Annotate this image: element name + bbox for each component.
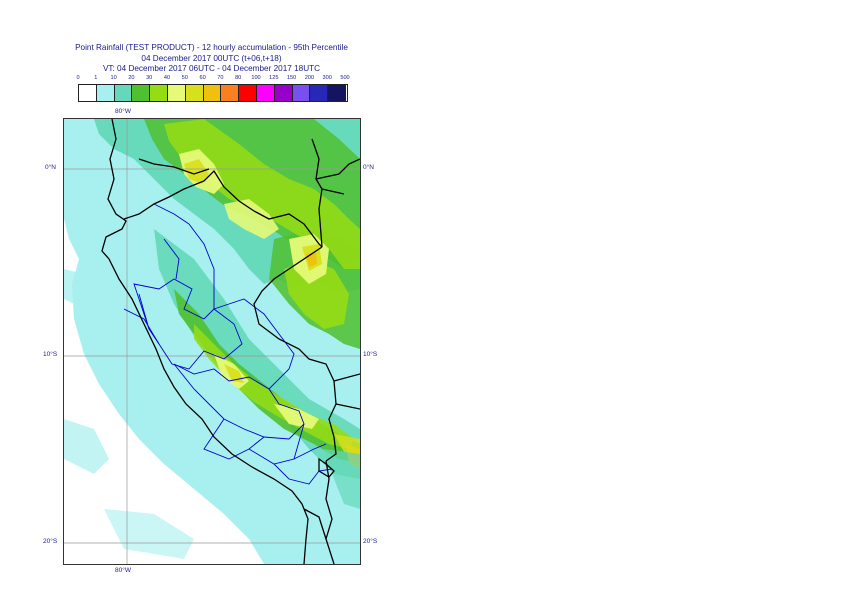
region-border-south [203, 418, 305, 465]
legend-swatch [185, 85, 204, 101]
legend-swatch [256, 85, 275, 101]
rainfall-map [63, 118, 361, 565]
region-border-andes [153, 203, 215, 309]
land-yellow-andes-2 [274, 404, 319, 429]
coastline [101, 119, 309, 564]
legend-label-150: 150 [286, 75, 297, 81]
land-lime-east [284, 259, 349, 329]
border-colombia-brazil [311, 138, 323, 248]
legend-swatch [203, 85, 222, 101]
lon-label-top: 80°W [115, 108, 131, 115]
legend-labels: 0 1 10 20 30 40 50 60 70 80 100 125 150 200 300 500 [76, 75, 350, 83]
region-border-central [173, 363, 305, 440]
lon-label-bottom: 80°W [115, 567, 131, 574]
border-colombia-ecuador [138, 158, 210, 175]
region-border-north [133, 278, 243, 370]
legend-label-50: 50 [181, 75, 188, 81]
region-border-east [213, 298, 295, 390]
title-line-product: Point Rainfall (TEST PRODUCT) - 12 hourl… [75, 43, 348, 52]
legend-label-30: 30 [146, 75, 153, 81]
political-borders [123, 203, 333, 485]
legend-swatch [150, 85, 168, 101]
coastline-and-national-borders [101, 119, 360, 564]
border-peru-brazil [253, 246, 337, 462]
legend-label-60: 60 [199, 75, 206, 81]
graticule [64, 119, 360, 564]
legend-label-20: 20 [128, 75, 135, 81]
legend-swatch [292, 85, 311, 101]
region-border-coast [123, 293, 160, 345]
border-bolivia-brazil [333, 373, 360, 410]
border-brazil-north [315, 158, 360, 195]
color-legend: 0 1 10 20 30 40 50 60 70 80 100 125 150 200 300 500 [76, 75, 350, 102]
lat-label-0n-right: 0°N [363, 164, 374, 171]
lat-label-20s-right: 20°S [363, 538, 378, 545]
legend-label-100: 100 [251, 75, 261, 81]
legend-label-10: 10 [110, 75, 117, 81]
legend-swatches [78, 84, 348, 102]
legend-swatch [239, 85, 257, 101]
legend-swatch [274, 85, 293, 101]
legend-swatch [328, 85, 346, 101]
legend-swatch [167, 85, 186, 101]
map-title: Point Rainfall (TEST PRODUCT) - 12 hourl… [0, 43, 423, 75]
legend-swatch [310, 85, 329, 101]
lake-titicaca [318, 457, 335, 478]
land-mid-south [324, 449, 360, 509]
land-lime-north [164, 119, 360, 269]
ocean-speckle-1 [64, 269, 89, 304]
legend-label-70: 70 [217, 75, 224, 81]
legend-label-80: 80 [235, 75, 242, 81]
legend-swatch [114, 85, 133, 101]
legend-label-200: 200 [304, 75, 315, 81]
legend-swatch [79, 85, 97, 101]
ocean-speckle-2 [64, 419, 109, 474]
lat-label-0n-left: 0°N [45, 164, 56, 171]
ocean-light-band [64, 119, 308, 564]
title-line-run: 04 December 2017 00UTC (t+06,t+18) [141, 53, 282, 63]
legend-label-1: 1 [94, 75, 98, 81]
legend-swatch [96, 85, 115, 101]
land-yellow-2 [224, 199, 279, 239]
rainfall-map-svg [64, 119, 360, 564]
region-border-south-2 [273, 443, 333, 485]
legend-label-125: 125 [269, 75, 279, 81]
land-gold-south [334, 434, 360, 454]
ocean-speckle-3 [104, 509, 194, 559]
rainfall-field [64, 119, 360, 564]
legend-label-500: 500 [340, 75, 350, 81]
legend-swatch [132, 85, 151, 101]
border-chile-bolivia [303, 508, 327, 540]
border-ecuador-peru [123, 169, 323, 248]
lat-label-10s-left: 10°S [43, 351, 58, 358]
lat-label-20s-left: 20°S [43, 538, 58, 545]
legend-swatch [221, 85, 240, 101]
legend-label-40: 40 [163, 75, 171, 81]
legend-label-0: 0 [76, 75, 80, 81]
lat-label-10s-right: 10°S [363, 351, 378, 358]
land-gold-andes [224, 364, 244, 383]
land-gold-1 [184, 159, 209, 184]
legend-label-300: 300 [322, 75, 332, 81]
title-line-validity: VT: 04 December 2017 06UTC - 04 December… [102, 64, 321, 74]
